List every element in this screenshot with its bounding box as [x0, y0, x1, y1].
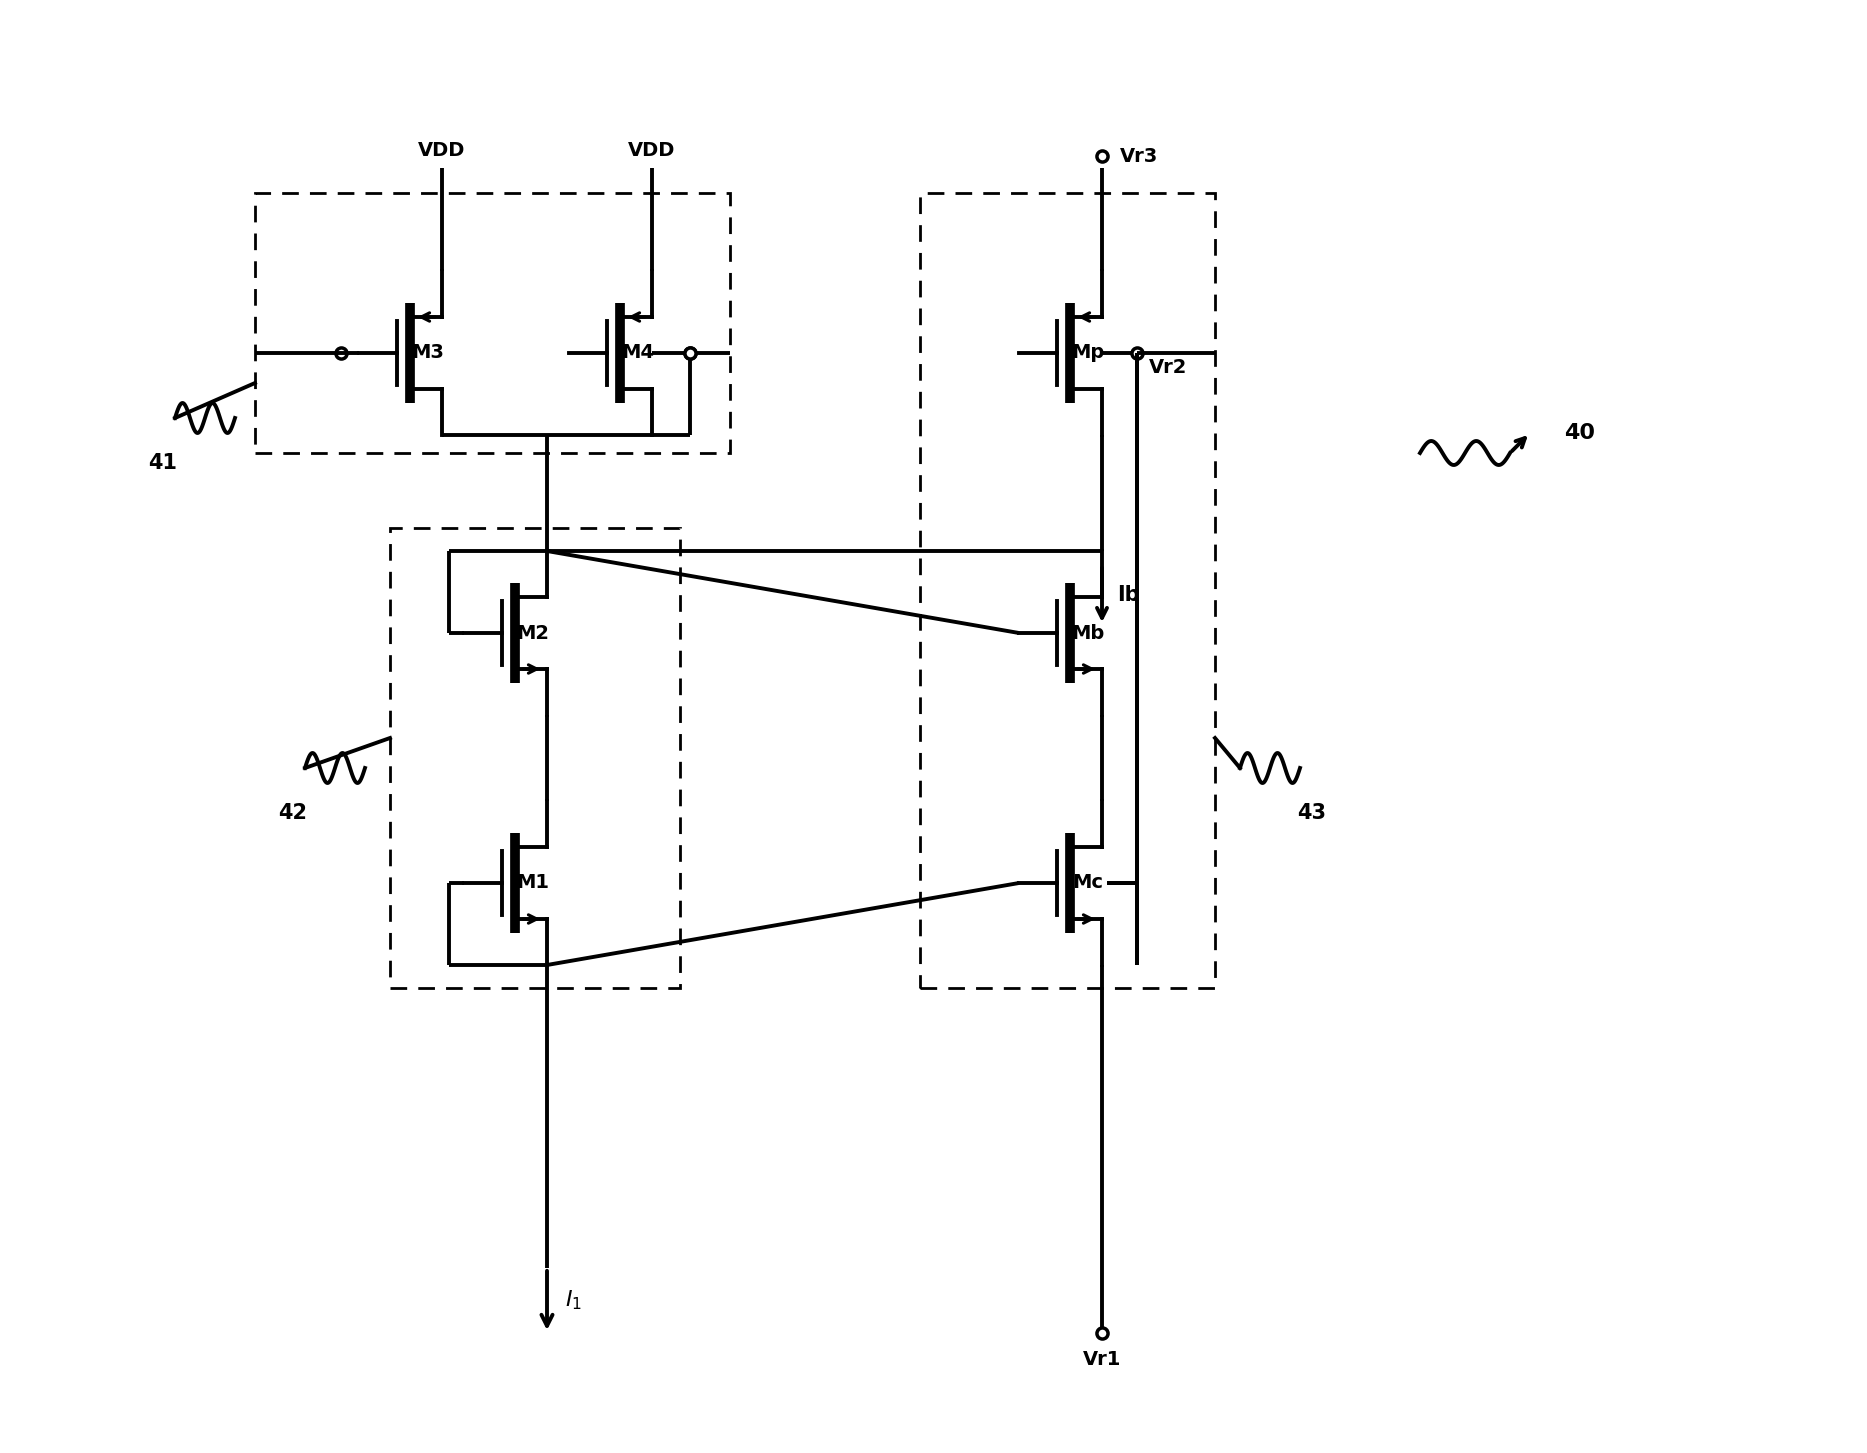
Text: M2: M2	[517, 623, 549, 642]
Text: $I_1$: $I_1$	[566, 1289, 583, 1312]
Text: Ib: Ib	[1116, 586, 1139, 604]
Text: Vr2: Vr2	[1148, 357, 1187, 376]
Text: Mp: Mp	[1072, 343, 1105, 362]
Text: M4: M4	[622, 343, 655, 362]
Text: 41: 41	[149, 453, 177, 474]
Text: M3: M3	[411, 343, 444, 362]
Text: 40: 40	[1565, 423, 1596, 443]
Text: Vr1: Vr1	[1083, 1350, 1122, 1369]
Text: VDD: VDD	[418, 141, 465, 160]
Text: Vr3: Vr3	[1120, 147, 1158, 166]
Text: Mc: Mc	[1072, 873, 1103, 892]
Text: M1: M1	[517, 873, 549, 892]
Text: Mb: Mb	[1072, 623, 1105, 642]
Text: 42: 42	[278, 804, 308, 822]
Text: VDD: VDD	[629, 141, 676, 160]
Text: 43: 43	[1298, 804, 1326, 822]
